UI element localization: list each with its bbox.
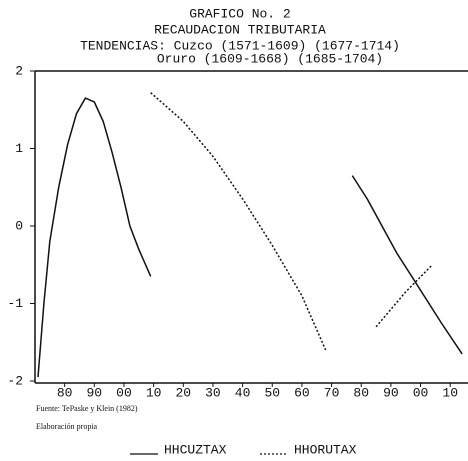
chart-subtitle: RECAUDACION TRIBUTARIA (154, 22, 326, 37)
x-tick-label: 90 (87, 385, 103, 400)
x-tick-label: 70 (324, 385, 340, 400)
y-tick-label: -1 (7, 296, 23, 311)
annotation: TENDENCIAS: Cuzco (1571-1609) (1677-1714… (80, 38, 400, 53)
note: Elaboración propia (36, 422, 98, 431)
x-tick-label: 20 (175, 385, 191, 400)
x-tick-label: 60 (294, 385, 310, 400)
x-tick-label: 10 (146, 385, 162, 400)
source-note: Fuente: TePaske y Klein (1982) (36, 404, 138, 413)
x-tick-label: 00 (413, 385, 429, 400)
x-tick-label: 80 (353, 385, 369, 400)
chart-title: GRAFICO No. 2 (189, 6, 290, 21)
y-tick-label: 0 (15, 218, 23, 233)
x-tick-label: 80 (57, 385, 73, 400)
series-line (351, 175, 463, 355)
annotation: Oruro (1609-1668) (1685-1704) (157, 51, 383, 66)
series-line (37, 97, 152, 378)
y-tick-label: 2 (15, 63, 23, 78)
x-tick-label: 40 (235, 385, 251, 400)
legend-label: HHCUZTAX (164, 442, 227, 457)
x-tick-label: 50 (264, 385, 280, 400)
x-tick-label: 30 (205, 385, 221, 400)
legend-label: HHORUTAX (294, 442, 357, 457)
y-tick-label: -2 (7, 373, 23, 388)
y-tick-label: 1 (15, 141, 23, 156)
series-line (375, 264, 433, 328)
x-tick-label: 10 (442, 385, 458, 400)
x-tick-label: 90 (383, 385, 399, 400)
series-line (150, 92, 327, 351)
x-tick-label: 00 (116, 385, 132, 400)
